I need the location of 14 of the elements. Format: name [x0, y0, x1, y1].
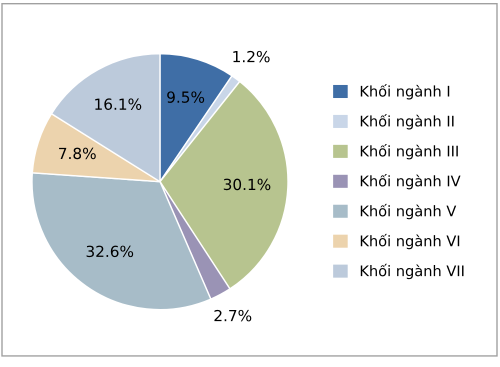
- data-label: 32.6%: [86, 246, 134, 258]
- data-label: 16.1%: [95, 98, 142, 110]
- legend-label: Khối ngành VI: [360, 234, 460, 250]
- data-label: 9.5%: [167, 91, 204, 103]
- data-label: 2.7%: [214, 310, 252, 322]
- data-label: 30.1%: [224, 178, 270, 190]
- legend-label: Khối ngành V: [360, 204, 456, 220]
- data-label: 7.8%: [59, 148, 96, 160]
- legend-label: Khối ngành III: [360, 144, 458, 160]
- legend-label: Khối ngành VII: [360, 264, 464, 280]
- legend-label: Khối ngành IV: [360, 174, 461, 190]
- data-label: 1.2%: [233, 50, 270, 62]
- legend-label: Khối ngành I: [360, 84, 450, 100]
- legend-label: Khối ngành II: [360, 114, 454, 130]
